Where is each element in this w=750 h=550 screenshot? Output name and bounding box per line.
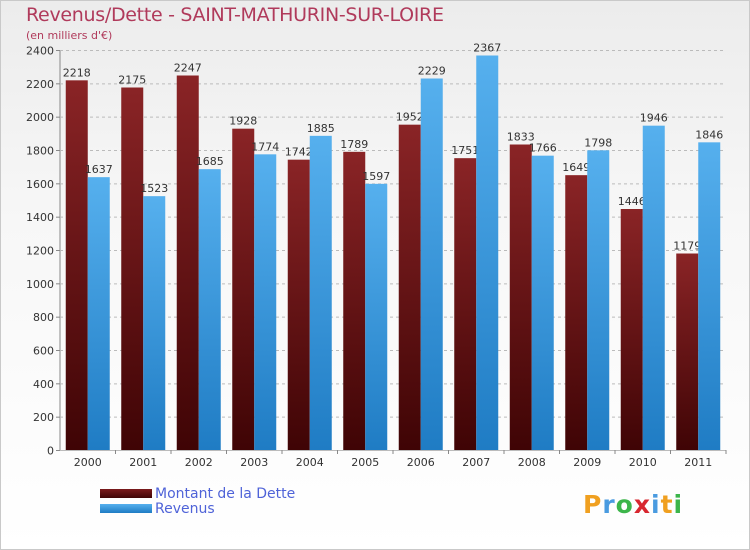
bar-debt (343, 151, 366, 451)
bar-debt (454, 158, 477, 450)
data-label-debt: 2175 (118, 74, 146, 87)
logo-letter: x (633, 490, 651, 519)
x-tick-label: 2003 (240, 456, 268, 469)
y-tick-label: 2000 (26, 111, 54, 124)
y-tick-label: 400 (33, 378, 54, 391)
logo-letter: o (615, 490, 634, 519)
bar-revenue (87, 177, 110, 450)
logo-letter: r (602, 490, 616, 519)
x-axis-ticks: 2000 2001 2002 2003 2004 2005 2006 2007 2008 2009… (74, 450, 727, 469)
bar-debt (676, 253, 699, 450)
bar-revenue (254, 154, 277, 451)
y-tick-label: 600 (33, 345, 54, 358)
legend-item-revenue: Revenus (100, 500, 295, 517)
y-tick-label: 1600 (26, 178, 54, 191)
y-axis-ticks: 0 200 400 600 800 1000 1200 1400 1600 1800 2000 220… (26, 45, 60, 458)
data-label-debt: 1446 (618, 195, 646, 208)
legend-label-revenue: Revenus (155, 500, 215, 517)
bar-debt (565, 175, 588, 450)
legend-swatch-revenue (100, 504, 152, 513)
bar-revenue (420, 78, 443, 450)
legend-swatch-debt (100, 489, 152, 498)
data-label-revenue: 1685 (196, 155, 224, 168)
y-tick-label: 0 (47, 445, 54, 458)
x-tick-label: 2010 (629, 456, 657, 469)
data-label-revenue: 1846 (695, 128, 723, 141)
chart-title: Revenus/Dette - SAINT-MATHURIN-SUR-LOIRE (26, 4, 444, 26)
data-label-revenue: 1637 (85, 163, 113, 176)
bar-revenue (642, 125, 665, 451)
legend-label-debt: Montant de la Dette (155, 485, 296, 502)
bar-debt (509, 144, 532, 450)
y-tick-label: 2200 (26, 78, 54, 91)
bars: 2218 1637 2175 1523 2247 1685 1928 1774 1742 1885… (63, 42, 723, 451)
y-tick-label: 1400 (26, 211, 54, 224)
bar-revenue (476, 55, 499, 450)
bar-debt (65, 80, 88, 450)
bar-revenue (143, 196, 166, 450)
data-label-debt: 1179 (673, 240, 701, 253)
legend: Montant de la Dette Revenus (100, 485, 296, 517)
bar-revenue (309, 135, 332, 451)
grid-lines (59, 50, 726, 451)
data-label-revenue: 1597 (362, 170, 390, 183)
x-tick-label: 2007 (462, 456, 490, 469)
data-label-debt: 1928 (229, 115, 257, 128)
data-label-debt: 2218 (63, 66, 91, 79)
data-label-debt: 1789 (340, 138, 368, 151)
y-tick-label: 800 (33, 311, 54, 324)
data-label-revenue: 2367 (473, 42, 501, 55)
data-label-revenue: 1946 (640, 112, 668, 125)
data-label-debt: 1833 (507, 131, 535, 144)
data-label-revenue: 1798 (584, 136, 612, 149)
x-tick-label: 2008 (518, 456, 546, 469)
y-tick-label: 200 (33, 411, 54, 424)
bar-debt (176, 75, 199, 450)
bar-debt (232, 128, 255, 450)
y-tick-label: 1000 (26, 278, 54, 291)
data-label-revenue: 1885 (307, 122, 335, 135)
bar-revenue (698, 142, 721, 451)
bar-debt (398, 124, 421, 451)
x-tick-label: 2005 (351, 456, 379, 469)
legend-item-debt: Montant de la Dette (100, 485, 296, 502)
logo-letter: i (673, 490, 684, 519)
data-label-debt: 1649 (562, 161, 590, 174)
x-tick-label: 2004 (296, 456, 324, 469)
data-label-debt: 2247 (174, 62, 202, 75)
data-label-revenue: 1774 (251, 140, 279, 153)
x-tick-label: 2006 (407, 456, 435, 469)
logo-letter: P (583, 490, 603, 519)
bar-revenue (365, 183, 388, 451)
data-label-debt: 1952 (396, 111, 424, 124)
data-label-debt: 1742 (285, 146, 313, 159)
bar-revenue (531, 155, 554, 450)
bar-revenue (587, 150, 610, 451)
bar-debt (620, 209, 643, 450)
data-label-revenue: 2229 (418, 65, 446, 78)
data-label-debt: 1751 (451, 144, 479, 157)
y-tick-label: 2400 (26, 45, 54, 58)
x-tick-label: 2002 (185, 456, 213, 469)
x-tick-label: 2009 (573, 456, 601, 469)
x-tick-label: 2011 (684, 456, 712, 469)
x-tick-label: 2001 (129, 456, 157, 469)
bar-revenue (198, 169, 221, 450)
bar-debt (121, 87, 144, 450)
y-tick-label: 1200 (26, 245, 54, 258)
proxiti-logo: Proxiti (583, 490, 683, 519)
bar-debt (287, 159, 310, 450)
y-tick-label: 1800 (26, 145, 54, 158)
data-label-revenue: 1766 (529, 142, 557, 155)
x-tick-label: 2000 (74, 456, 102, 469)
logo-letter: i (651, 490, 661, 519)
chart-subtitle: (en milliers d'€) (26, 29, 113, 42)
data-label-revenue: 1523 (140, 182, 168, 195)
logo-letter: t (660, 490, 674, 519)
